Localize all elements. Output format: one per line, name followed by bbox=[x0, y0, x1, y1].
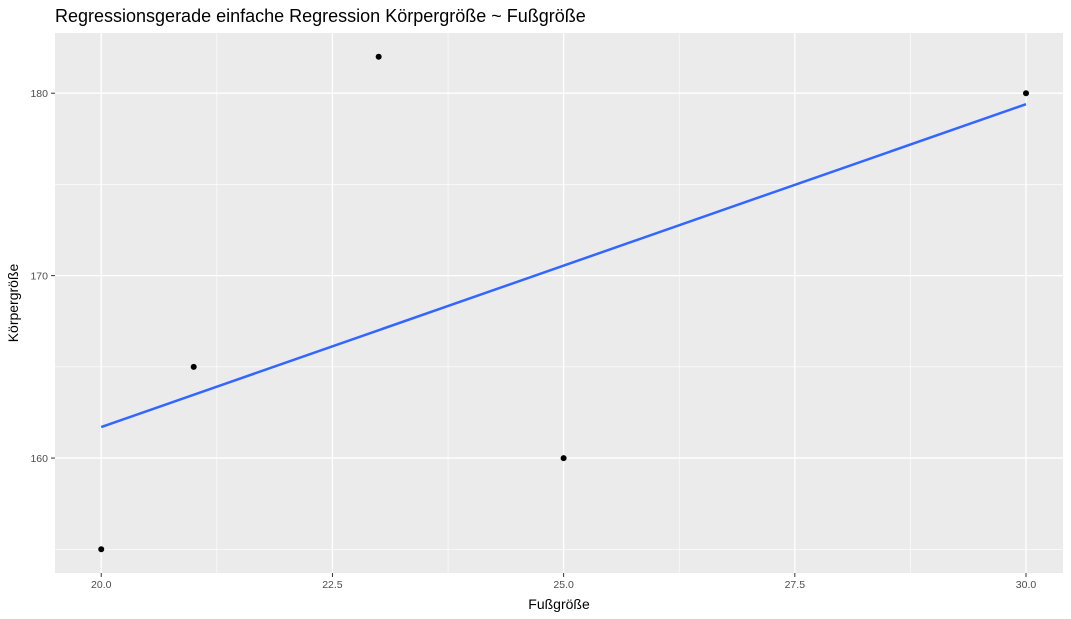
data-point bbox=[560, 455, 567, 462]
grid-major bbox=[55, 33, 1063, 573]
x-tick-label: 25.0 bbox=[553, 579, 574, 591]
data-point bbox=[375, 53, 382, 60]
x-tick-label: 30.0 bbox=[1016, 579, 1037, 591]
y-axis-title: Körpergröße bbox=[5, 263, 21, 342]
y-tick-label: 170 bbox=[30, 271, 48, 283]
chart-title: Regressionsgerade einfache Regression Kö… bbox=[55, 6, 586, 26]
y-tick-label: 180 bbox=[30, 88, 48, 100]
x-tick-label: 27.5 bbox=[785, 579, 806, 591]
y-axis-ticks: 160 170 180 bbox=[30, 88, 55, 465]
x-tick-label: 22.5 bbox=[322, 579, 343, 591]
regression-line-group bbox=[100, 102, 1027, 429]
data-point bbox=[98, 546, 105, 553]
x-axis-ticks: 20.0 22.5 25.0 27.5 30.0 bbox=[91, 573, 1036, 591]
y-tick-label: 160 bbox=[30, 453, 48, 465]
grid-minor bbox=[55, 33, 1063, 573]
plot-panel bbox=[55, 33, 1063, 573]
data-points bbox=[98, 53, 1030, 553]
x-tick-label: 20.0 bbox=[91, 579, 112, 591]
data-point bbox=[1023, 90, 1030, 97]
regression-line bbox=[100, 102, 1027, 429]
x-axis-title: Fußgröße bbox=[528, 596, 590, 612]
data-point bbox=[190, 363, 197, 370]
